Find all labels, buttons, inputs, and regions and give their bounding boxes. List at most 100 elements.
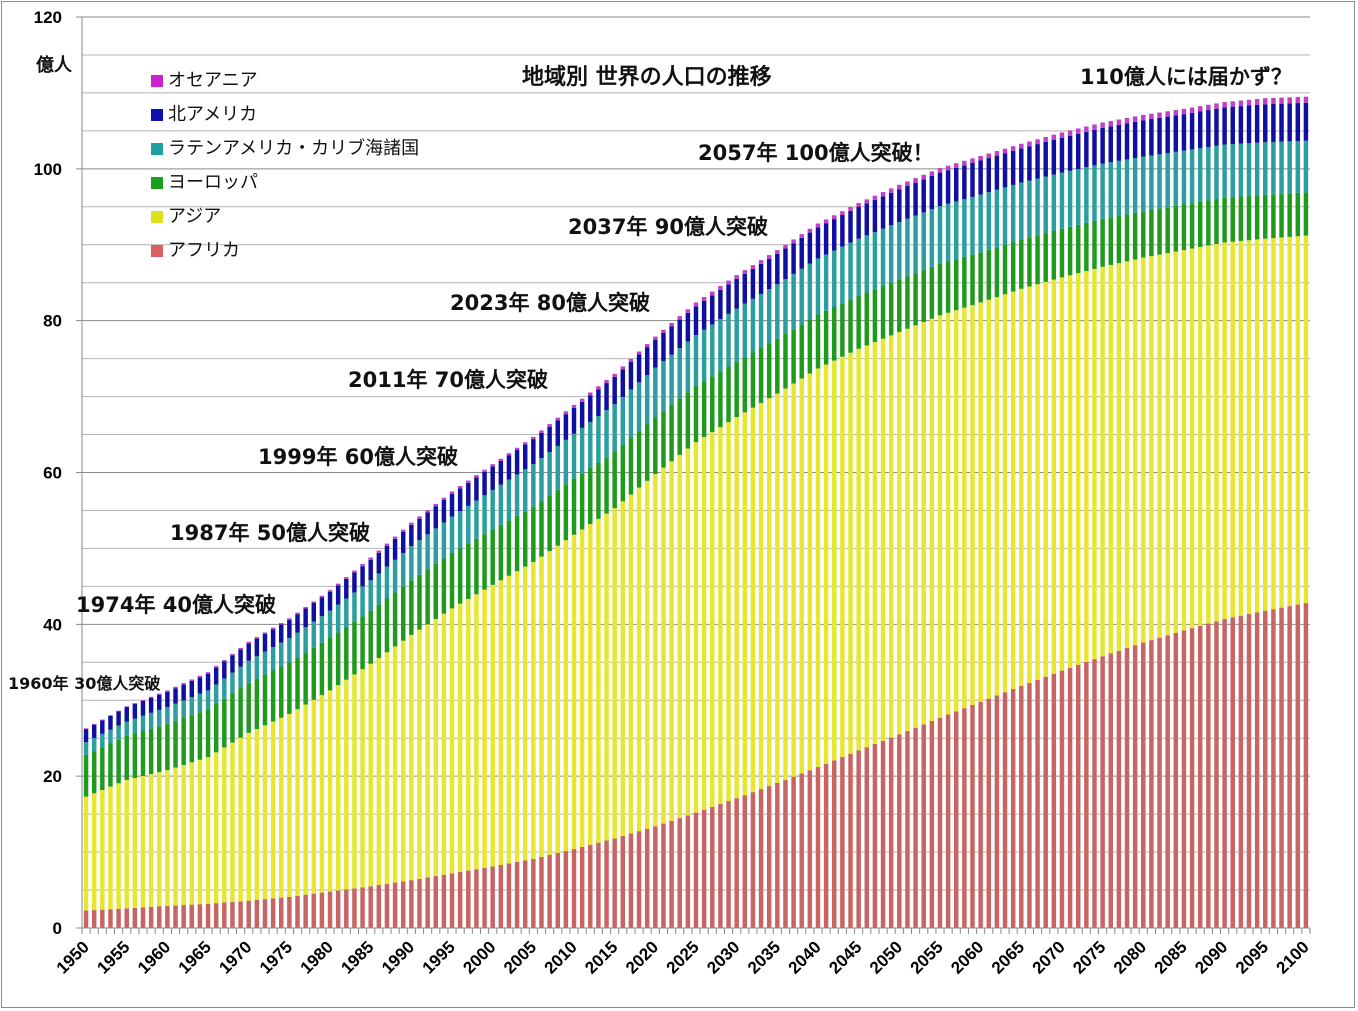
bar-segment bbox=[392, 538, 398, 560]
bar-segment bbox=[685, 309, 691, 313]
bar-segment bbox=[100, 747, 105, 790]
bar-segment bbox=[466, 870, 471, 928]
bar-segment bbox=[1059, 132, 1065, 138]
bar-segment bbox=[888, 335, 894, 738]
bar-segment bbox=[840, 246, 845, 304]
bar-segment bbox=[1165, 153, 1170, 208]
bar-segment bbox=[604, 513, 609, 841]
bar-segment bbox=[1189, 248, 1195, 629]
bar-segment bbox=[83, 796, 89, 911]
bar-segment bbox=[588, 421, 593, 468]
bar-segment bbox=[962, 708, 967, 928]
bar-segment bbox=[514, 861, 520, 928]
bar-segment bbox=[522, 442, 528, 445]
bar-segment bbox=[376, 658, 382, 886]
bar-segment bbox=[344, 627, 349, 680]
bar-segment bbox=[929, 175, 935, 210]
bar-segment bbox=[124, 735, 129, 780]
bar-stack-2084 bbox=[1173, 110, 1179, 928]
bar-segment bbox=[880, 740, 886, 928]
bar-segment bbox=[823, 223, 829, 255]
bar-segment bbox=[571, 534, 577, 850]
bar-stack-2039 bbox=[807, 228, 813, 928]
bar-segment bbox=[783, 244, 788, 249]
bar-segment bbox=[888, 282, 894, 336]
bar-segment bbox=[1027, 141, 1032, 147]
bar-segment bbox=[1002, 148, 1008, 154]
bar-stack-2021 bbox=[661, 329, 666, 928]
bar-segment bbox=[945, 203, 951, 262]
bar-segment bbox=[474, 475, 479, 478]
bar-segment bbox=[864, 345, 870, 748]
bar-segment bbox=[1222, 144, 1227, 198]
bar-segment bbox=[165, 723, 170, 771]
bar-segment bbox=[514, 447, 520, 451]
bar-stack-2041 bbox=[823, 219, 829, 928]
bar-segment bbox=[726, 801, 731, 928]
bar-segment bbox=[832, 215, 837, 220]
bar-stack-1982 bbox=[344, 577, 349, 928]
bar-segment bbox=[970, 305, 975, 705]
bar-segment bbox=[539, 501, 544, 557]
bar-segment bbox=[994, 151, 1000, 156]
bar-segment bbox=[1263, 98, 1268, 105]
bar-segment bbox=[596, 416, 601, 463]
bar-segment bbox=[579, 427, 585, 474]
bar-segment bbox=[205, 709, 211, 758]
bar-segment bbox=[295, 709, 300, 896]
bar-segment bbox=[791, 273, 796, 330]
bar-segment bbox=[1165, 116, 1170, 154]
bar-segment bbox=[213, 903, 219, 928]
bar-segment bbox=[1222, 242, 1227, 620]
bar-segment bbox=[409, 880, 414, 928]
bar-segment bbox=[1173, 251, 1179, 633]
bar-segment bbox=[165, 905, 170, 928]
bar-segment bbox=[254, 729, 260, 900]
y-tick-label: 60 bbox=[43, 464, 62, 483]
bar-segment bbox=[303, 627, 308, 653]
bar-segment bbox=[295, 657, 300, 710]
bar-segment bbox=[1246, 240, 1252, 615]
bar-segment bbox=[539, 556, 544, 857]
bar-segment bbox=[1189, 149, 1195, 204]
bar-segment bbox=[563, 540, 569, 852]
bar-segment bbox=[279, 897, 284, 928]
bar-segment bbox=[954, 310, 959, 712]
bar-segment bbox=[547, 426, 552, 453]
bar-stack-1951 bbox=[91, 723, 97, 928]
bar-segment bbox=[490, 489, 495, 530]
bar-segment bbox=[1100, 163, 1105, 219]
bar-segment bbox=[628, 438, 634, 495]
bar-segment bbox=[197, 904, 203, 928]
bar-segment bbox=[303, 704, 308, 895]
bar-segment bbox=[1206, 245, 1211, 624]
bar-segment bbox=[506, 520, 512, 576]
bar-segment bbox=[872, 199, 878, 232]
legend-label: 北アメリカ bbox=[168, 104, 257, 125]
bar-segment bbox=[832, 250, 837, 308]
bar-segment bbox=[482, 534, 487, 590]
x-tick-label: 2000 bbox=[459, 937, 499, 977]
bar-segment bbox=[165, 770, 170, 906]
bar-segment bbox=[945, 165, 951, 171]
bar-segment bbox=[522, 860, 528, 928]
bar-segment bbox=[433, 876, 438, 928]
bar-segment bbox=[490, 464, 495, 467]
bar-segment bbox=[970, 254, 975, 306]
bar-segment bbox=[222, 698, 227, 748]
bar-stack-2043 bbox=[840, 211, 845, 928]
bar-segment bbox=[1116, 650, 1122, 928]
bar-segment bbox=[457, 486, 463, 489]
bar-segment bbox=[661, 823, 666, 928]
bar-segment bbox=[1092, 129, 1097, 166]
bar-segment bbox=[287, 637, 292, 663]
x-tick-label: 1955 bbox=[93, 937, 133, 977]
bar-segment bbox=[750, 265, 756, 269]
bar-segment bbox=[978, 252, 983, 303]
bar-stack-2087 bbox=[1197, 106, 1203, 928]
bar-segment bbox=[1035, 178, 1040, 236]
bar-segment bbox=[1246, 614, 1252, 928]
bar-segment bbox=[1002, 692, 1008, 928]
bar-segment bbox=[531, 436, 536, 440]
